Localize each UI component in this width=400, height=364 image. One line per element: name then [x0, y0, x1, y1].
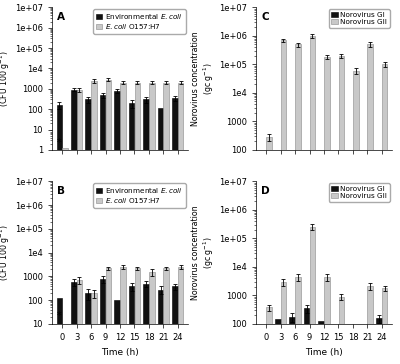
- Bar: [318, 207, 324, 364]
- Text: C: C: [262, 12, 269, 21]
- Text: *: *: [57, 311, 62, 321]
- Bar: [382, 64, 388, 364]
- Text: B: B: [58, 186, 66, 195]
- Bar: [295, 277, 301, 364]
- Bar: [114, 91, 120, 364]
- X-axis label: Time (h): Time (h): [305, 348, 343, 357]
- X-axis label: Time (h): Time (h): [101, 348, 139, 357]
- Bar: [120, 83, 126, 364]
- Bar: [164, 268, 169, 364]
- Bar: [178, 83, 184, 364]
- Legend: Environmental $\it{E. coli}$, $\it{E. coli}$ O157:H7: Environmental $\it{E. coli}$, $\it{E. co…: [94, 9, 186, 33]
- Bar: [362, 207, 367, 364]
- Text: D: D: [262, 186, 270, 195]
- Bar: [143, 284, 149, 364]
- Bar: [106, 268, 111, 364]
- Bar: [376, 318, 382, 364]
- Bar: [304, 207, 310, 364]
- Bar: [164, 83, 169, 364]
- Y-axis label: Norovirus concentration
(gc g$^{-1}$): Norovirus concentration (gc g$^{-1}$): [191, 205, 216, 300]
- Bar: [158, 107, 163, 364]
- Bar: [100, 95, 106, 364]
- Bar: [91, 81, 97, 364]
- Bar: [290, 207, 295, 364]
- Bar: [143, 99, 149, 364]
- Bar: [382, 288, 388, 364]
- Bar: [149, 83, 154, 364]
- Bar: [149, 272, 154, 364]
- Bar: [71, 90, 76, 364]
- Bar: [106, 80, 111, 364]
- Legend: Environmental $\it{E. coli}$, $\it{E. coli}$ O157:H7: Environmental $\it{E. coli}$, $\it{E. co…: [94, 183, 186, 207]
- Y-axis label: Bacterial concentration
(CFU 100 g$^{-1}$): Bacterial concentration (CFU 100 g$^{-1}…: [0, 33, 12, 124]
- Bar: [77, 280, 82, 364]
- Bar: [318, 321, 324, 364]
- Bar: [353, 71, 358, 364]
- Bar: [172, 286, 178, 364]
- Bar: [290, 317, 295, 364]
- Bar: [100, 279, 106, 364]
- Bar: [281, 40, 286, 364]
- Legend: Norovirus GI, Norovirus GII: Norovirus GI, Norovirus GII: [328, 9, 390, 28]
- Bar: [281, 282, 286, 364]
- Bar: [62, 148, 68, 364]
- Bar: [134, 83, 140, 364]
- Bar: [62, 346, 68, 364]
- Bar: [86, 99, 91, 364]
- Bar: [172, 98, 178, 364]
- Bar: [338, 56, 344, 364]
- Bar: [129, 103, 134, 364]
- Bar: [310, 36, 315, 364]
- Bar: [178, 267, 184, 364]
- Bar: [275, 319, 280, 364]
- Bar: [114, 300, 120, 364]
- Bar: [295, 44, 301, 364]
- Text: A: A: [58, 12, 66, 21]
- Bar: [134, 268, 140, 364]
- Bar: [347, 207, 353, 364]
- Bar: [129, 286, 134, 364]
- Bar: [304, 308, 310, 364]
- Y-axis label: Bacterial concentration
(CFU 100 g$^{-1}$): Bacterial concentration (CFU 100 g$^{-1}…: [0, 207, 12, 298]
- Bar: [266, 308, 272, 364]
- Bar: [338, 297, 344, 364]
- Bar: [260, 207, 266, 364]
- Bar: [56, 298, 62, 364]
- Bar: [120, 267, 126, 364]
- Bar: [333, 207, 338, 364]
- Bar: [376, 207, 382, 364]
- Bar: [158, 289, 163, 364]
- Bar: [324, 57, 330, 364]
- Bar: [91, 293, 97, 364]
- Bar: [71, 282, 76, 364]
- Legend: Norovirus GI, Norovirus GII: Norovirus GI, Norovirus GII: [328, 183, 390, 202]
- Bar: [86, 293, 91, 364]
- Text: *: *: [57, 138, 62, 148]
- Bar: [324, 277, 330, 364]
- Bar: [275, 207, 280, 364]
- Bar: [310, 227, 315, 364]
- Y-axis label: Norovirus concentration
(gc g$^{-1}$): Norovirus concentration (gc g$^{-1}$): [191, 31, 216, 126]
- Bar: [77, 90, 82, 364]
- Bar: [347, 324, 353, 364]
- Bar: [266, 137, 272, 364]
- Bar: [56, 105, 62, 364]
- Bar: [368, 44, 373, 364]
- Bar: [368, 286, 373, 364]
